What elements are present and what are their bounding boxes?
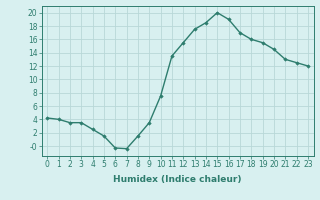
X-axis label: Humidex (Indice chaleur): Humidex (Indice chaleur) [113, 175, 242, 184]
